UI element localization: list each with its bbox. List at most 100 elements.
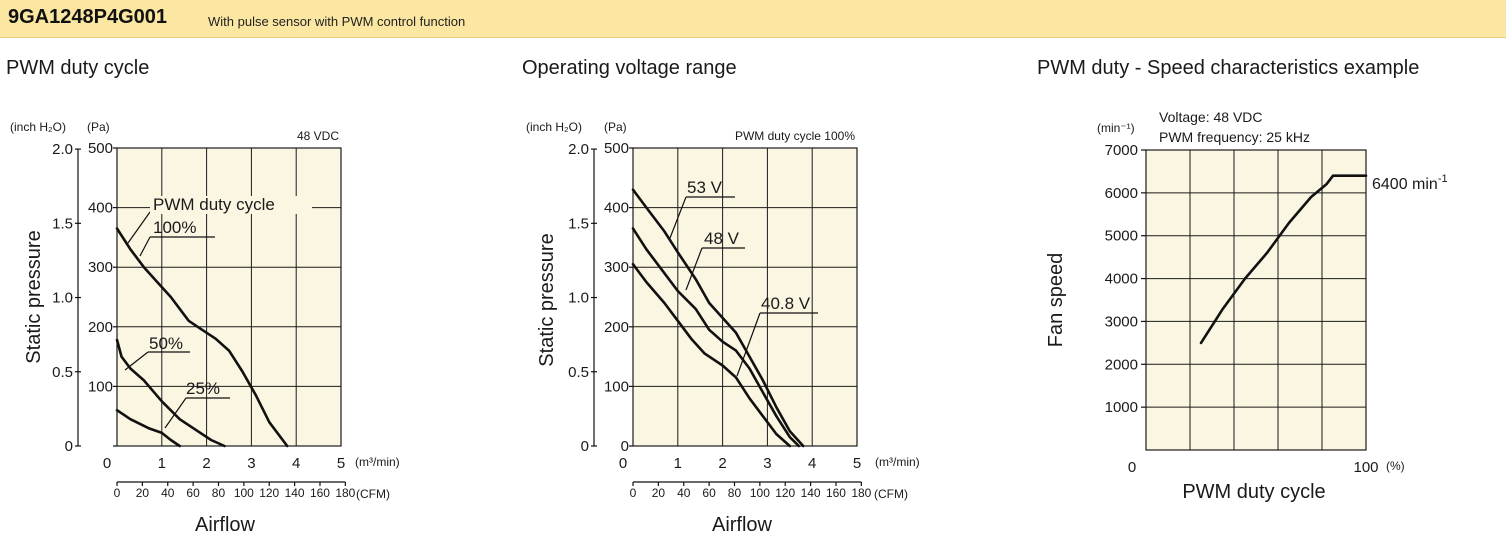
series-label-50: 50% xyxy=(149,334,183,353)
annotation-leader xyxy=(127,211,151,244)
y2-tick-label: 0 xyxy=(581,438,589,455)
chart-operating-voltage-range: Operating voltage range (inch H₂O) (Pa) … xyxy=(522,57,920,536)
cfm-tick-label: 120 xyxy=(259,486,279,500)
series-label-100: 100% xyxy=(153,218,196,237)
x-tick-label: 2 xyxy=(202,455,210,472)
y-axis-label: Static pressure xyxy=(536,233,558,366)
cfm-tick-label: 40 xyxy=(161,486,175,500)
x-axis-unit: (%) xyxy=(1386,459,1405,473)
max-speed-label: 6400 min-1 xyxy=(1372,173,1448,193)
cfm-tick-label: 40 xyxy=(677,486,691,500)
cfm-tick-label: 180 xyxy=(335,486,355,500)
cfm-tick-label: 20 xyxy=(652,486,666,500)
y2-tick-label: 0.5 xyxy=(568,364,589,381)
cfm-tick-label: 180 xyxy=(851,486,871,500)
x-axis-label: Airflow xyxy=(195,514,256,536)
plot-frame xyxy=(1145,149,1367,451)
y-tick-label: 300 xyxy=(604,259,629,276)
x-tick-label: 0 xyxy=(103,455,111,472)
series-lines xyxy=(631,188,805,448)
cfm-scale: 0 20 40 60 80 100 120 140 160 180 xyxy=(114,481,356,500)
cfm-tick-label: 60 xyxy=(186,486,200,500)
series-line-1 xyxy=(631,227,801,448)
series-label-40-8v: 40.8 V xyxy=(761,294,811,313)
cfm-tick-label: 160 xyxy=(310,486,330,500)
cfm-tick-label: 100 xyxy=(750,486,770,500)
x-tick-label: 5 xyxy=(337,455,345,472)
x2-axis-unit: (CFM) xyxy=(356,487,390,501)
series-label-leader xyxy=(669,196,687,239)
y-tick-label: 4000 xyxy=(1105,271,1138,288)
x-tick-label: 4 xyxy=(292,455,300,472)
plot-area xyxy=(117,148,341,446)
x-tick-label: 5 xyxy=(853,455,861,472)
x-axis-label: PWM duty cycle xyxy=(1182,481,1325,503)
plot-area xyxy=(1146,150,1366,450)
cfm-tick-label: 160 xyxy=(826,486,846,500)
y2-tick-label: 0.5 xyxy=(52,364,73,381)
chart-title: PWM duty cycle xyxy=(6,57,149,79)
y2-tick-label: 2.0 xyxy=(568,141,589,158)
y2-axis-unit: (inch H₂O) xyxy=(10,120,66,134)
y-tick-label: 0 xyxy=(621,438,629,455)
y-tick-label: 3000 xyxy=(1105,313,1138,330)
y2-tick-label: 1.0 xyxy=(52,290,73,307)
y-axis-unit: (Pa) xyxy=(87,120,110,134)
y-tick-label: 100 xyxy=(604,378,629,395)
x-tick-label: 100 xyxy=(1353,459,1378,476)
y-tick-label: 500 xyxy=(88,140,113,157)
plot-frame xyxy=(632,147,858,447)
series-line-2 xyxy=(115,408,181,448)
y-axis-label: Fan speed xyxy=(1045,253,1067,348)
chart-note: PWM duty cycle 100% xyxy=(735,129,855,143)
annotation-text: PWM duty cycle xyxy=(153,195,275,214)
y-tick-label: 200 xyxy=(604,319,629,336)
series-label-leader xyxy=(164,397,187,429)
series-line-1 xyxy=(115,338,226,448)
y-axis-unit: (Pa) xyxy=(604,120,627,134)
header-banner: 9GA1248P4G001 With pulse sensor with PWM… xyxy=(0,0,1506,38)
y-axis-label: Static pressure xyxy=(23,230,45,363)
model-number: 9GA1248P4G001 xyxy=(8,6,168,28)
x-tick-label: 0 xyxy=(1128,459,1136,476)
y-tick-label: 100 xyxy=(88,378,113,395)
x-axis-unit: (m³/min) xyxy=(875,455,920,469)
chart-pwm-duty-cycle: PWM duty cycle (inch H₂O) (Pa) 48 VDC 0 1… xyxy=(6,57,400,536)
x-axis-unit: (m³/min) xyxy=(355,455,400,469)
cfm-tick-label: 60 xyxy=(702,486,716,500)
model-description: With pulse sensor with PWM control funct… xyxy=(208,14,466,29)
cfm-tick-label: 100 xyxy=(234,486,254,500)
tick-labels: 1000 2000 3000 4000 5000 6000 7000 0 100 xyxy=(1105,142,1379,476)
series-lines xyxy=(1199,174,1368,345)
series-lines xyxy=(115,227,289,448)
series-line-0 xyxy=(115,227,289,448)
y-tick-label: 200 xyxy=(88,319,113,336)
cfm-tick-label: 80 xyxy=(212,486,226,500)
y-axis-unit: (min⁻¹) xyxy=(1097,121,1135,135)
y2-tick-label: 2.0 xyxy=(52,141,73,158)
y2-axis-unit: (inch H₂O) xyxy=(526,120,582,134)
series-label-48v: 48 V xyxy=(704,229,740,248)
x-axis-label: Airflow xyxy=(712,514,773,536)
chart-note: 48 VDC xyxy=(297,129,339,143)
series-label-25: 25% xyxy=(186,379,220,398)
cfm-tick-label: 140 xyxy=(285,486,305,500)
cfm-tick-label: 0 xyxy=(114,486,121,500)
series-label-leader xyxy=(736,312,761,377)
cfm-tick-label: 20 xyxy=(136,486,150,500)
y-tick-label: 7000 xyxy=(1105,142,1138,159)
tick-labels: 0 1 2 3 4 5 0 100 200 300 400 500 0 0.5 1.0 1.5 2.0 xyxy=(568,140,861,472)
y-tick-label: 400 xyxy=(88,200,113,217)
cfm-scale: 0 20 40 60 80 100 120 140 160 180 xyxy=(630,481,872,500)
chart-title: Operating voltage range xyxy=(522,57,737,79)
cfm-tick-label: 0 xyxy=(630,486,637,500)
series-line-speed xyxy=(1199,174,1368,345)
x-tick-label: 2 xyxy=(718,455,726,472)
series-line-0 xyxy=(631,188,805,448)
chart-pwm-duty-speed: PWM duty - Speed characteristics example… xyxy=(1037,57,1448,503)
y2-tick-label: 1.5 xyxy=(568,215,589,232)
x-tick-label: 1 xyxy=(158,455,166,472)
x-tick-label: 3 xyxy=(763,455,771,472)
y-tick-label: 1000 xyxy=(1105,399,1138,416)
